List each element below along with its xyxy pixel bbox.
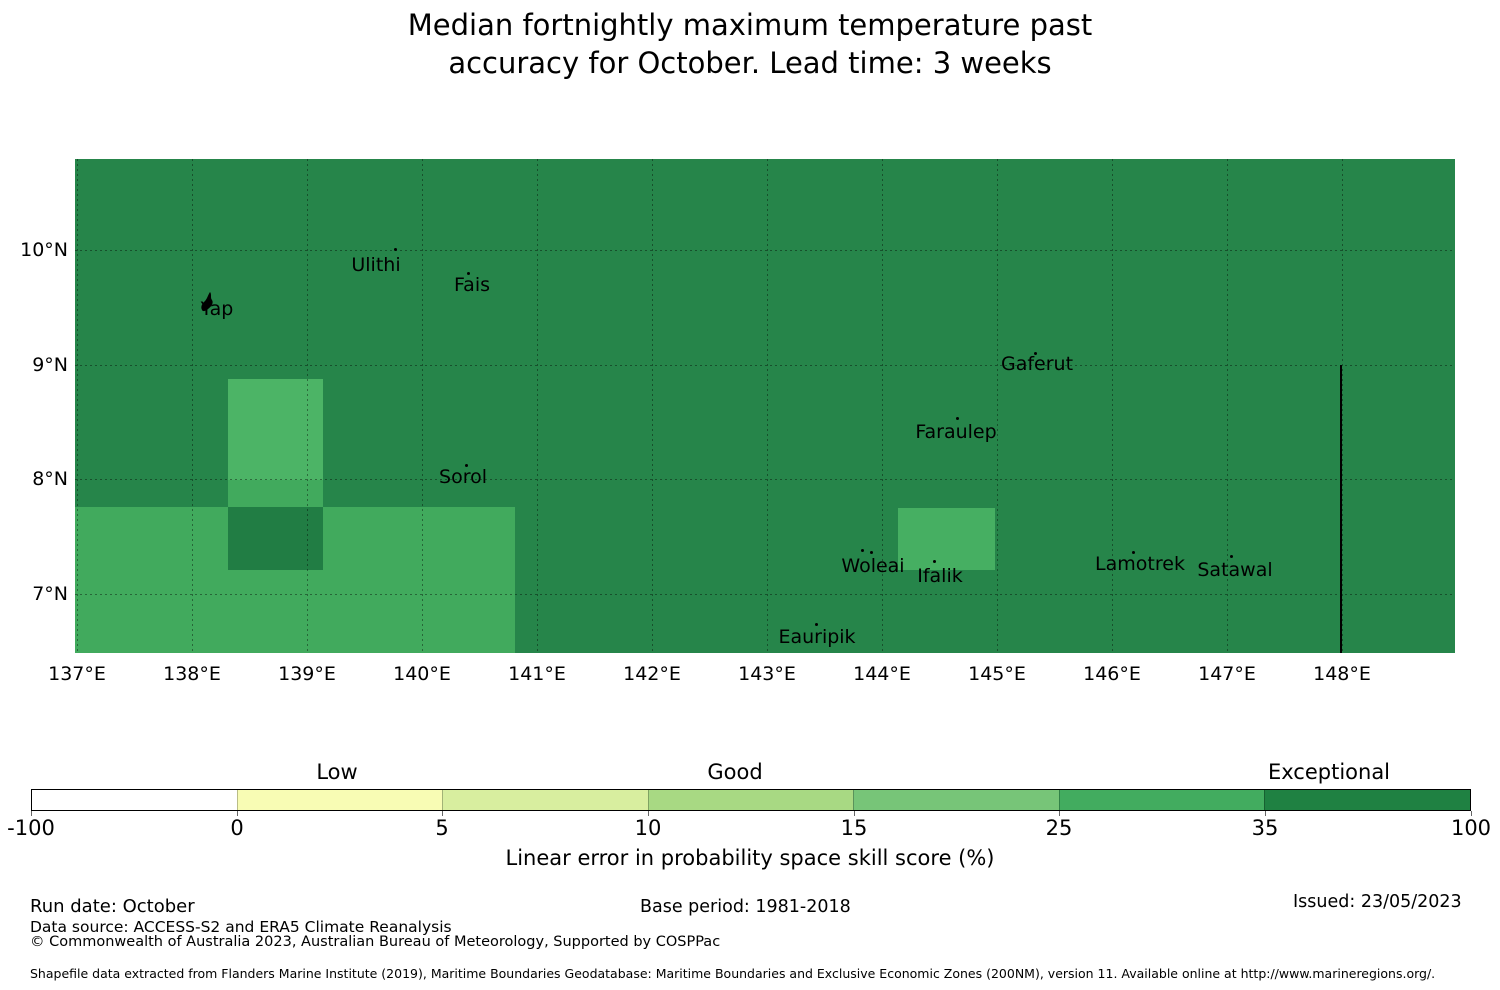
island-marker-dot — [394, 248, 397, 251]
map-cell-yap-column-lower — [228, 480, 323, 507]
colorbar-tick-mark — [1059, 811, 1060, 816]
figure-title-line1: Median fortnightly maximum temperature p… — [407, 8, 1093, 42]
colorbar-tick-label: 0 — [230, 816, 244, 840]
y-tick-label: 8°N — [32, 468, 68, 490]
island-marker-dot — [1034, 352, 1037, 355]
colorbar — [31, 789, 1471, 811]
x-tick-label: 137°E — [48, 663, 106, 685]
colorbar-tick-label: 15 — [840, 816, 868, 840]
colorbar-segment--100-0 — [32, 790, 237, 810]
island-marker-dot — [1230, 555, 1233, 558]
figure-title-line2: accuracy for October. Lead time: 3 weeks — [448, 46, 1052, 80]
colorbar-segment-35-100 — [1264, 790, 1471, 810]
x-tick-label: 140°E — [393, 663, 451, 685]
x-tick-label: 144°E — [853, 663, 911, 685]
x-tick-label: 145°E — [968, 663, 1026, 685]
gridline-vertical — [1227, 159, 1228, 653]
eez-boundary-line — [1340, 365, 1342, 653]
island-marker-dot — [1132, 551, 1135, 554]
x-tick-label: 138°E — [163, 663, 221, 685]
gridline-vertical — [997, 159, 998, 653]
gridline-vertical — [1112, 159, 1113, 653]
map-cell-yap-column-upper — [228, 379, 323, 480]
island-label-satawal: Satawal — [1197, 559, 1273, 581]
colorbar-segment-0-5 — [236, 790, 443, 810]
island-label-ulithi: Ulithi — [351, 254, 401, 276]
x-tick-label: 147°E — [1198, 663, 1256, 685]
colorbar-tick-mark — [237, 811, 238, 816]
footer-run-date: Run date: October — [30, 896, 195, 917]
map-cell-dark-inset — [228, 507, 323, 570]
footer-shapefile-note: Shapefile data extracted from Flanders M… — [30, 966, 1436, 981]
island-label-ifalik: Ifalik — [917, 565, 963, 587]
island-marker-dot — [870, 551, 873, 554]
x-tick-label: 146°E — [1083, 663, 1141, 685]
island-label-woleai: Woleai — [841, 555, 905, 577]
gridline-vertical — [537, 159, 538, 653]
gridline-vertical — [422, 159, 423, 653]
colorbar-tick-label: 5 — [435, 816, 449, 840]
x-tick-label: 142°E — [623, 663, 681, 685]
colorbar-tick-mark — [854, 811, 855, 816]
gridline-horizontal — [75, 365, 1455, 366]
island-marker-dot — [467, 272, 470, 275]
colorbar-caption: Linear error in probability space skill … — [505, 846, 995, 870]
map-plot-area: Yap Ulithi Fais Sorol Gaferut Faraulep Woleai I… — [75, 159, 1455, 653]
colorbar-tick-mark — [1265, 811, 1266, 816]
x-tick-label: 148°E — [1313, 663, 1371, 685]
colorbar-tick-label: 35 — [1251, 816, 1279, 840]
gridline-vertical — [882, 159, 883, 653]
footer-copyright: © Commonwealth of Australia 2023, Austra… — [30, 934, 721, 950]
colorbar-category-exceptional: Exceptional — [1267, 760, 1391, 784]
island-shape-yap — [199, 291, 219, 313]
footer-base-period: Base period: 1981-2018 — [640, 897, 851, 917]
footer-issued-date: Issued: 23/05/2023 — [1293, 892, 1462, 912]
colorbar-segment-15-25 — [853, 790, 1059, 810]
y-tick-label: 9°N — [32, 354, 68, 376]
island-marker-dot — [933, 560, 936, 563]
x-tick-label: 141°E — [508, 663, 566, 685]
island-label-gaferut: Gaferut — [1000, 353, 1074, 375]
footer-data-source: Data source: ACCESS-S2 and ERA5 Climate … — [30, 918, 452, 936]
island-marker-dot — [861, 549, 864, 552]
y-tick-label: 10°N — [20, 239, 68, 261]
colorbar-tick-mark — [648, 811, 649, 816]
colorbar-tick-mark — [31, 811, 32, 816]
gridline-vertical — [1342, 159, 1343, 653]
x-tick-label: 139°E — [278, 663, 336, 685]
colorbar-segment-10-15 — [647, 790, 854, 810]
colorbar-tick-mark — [442, 811, 443, 816]
colorbar-tick-label: -100 — [7, 816, 55, 840]
colorbar-category-low: Low — [316, 760, 358, 784]
gridline-vertical — [77, 159, 78, 653]
gridline-vertical — [767, 159, 768, 653]
island-marker-dot — [465, 464, 468, 467]
y-tick-label: 7°N — [32, 583, 68, 605]
island-label-sorol: Sorol — [439, 466, 487, 488]
colorbar-tick-label: 10 — [634, 816, 662, 840]
x-tick-label: 143°E — [738, 663, 796, 685]
map-cell-ifalik — [898, 508, 995, 570]
colorbar-tick-label: 100 — [1450, 816, 1492, 840]
island-label-lamotrek: Lamotrek — [1095, 553, 1185, 575]
island-marker-dot — [815, 623, 818, 626]
colorbar-tick-mark — [1471, 811, 1472, 816]
gridline-vertical — [307, 159, 308, 653]
colorbar-category-good: Good — [707, 760, 763, 784]
gridline-horizontal — [75, 594, 1455, 595]
island-marker-dot — [956, 417, 959, 420]
gridline-vertical — [652, 159, 653, 653]
colorbar-tick-label: 25 — [1045, 816, 1073, 840]
colorbar-segment-25-35 — [1058, 790, 1265, 810]
colorbar-segment-5-10 — [442, 790, 648, 810]
gridline-vertical — [192, 159, 193, 653]
island-label-faraulep: Faraulep — [915, 421, 997, 443]
island-label-eauripik: Eauripik — [778, 626, 856, 648]
gridline-horizontal — [75, 250, 1455, 251]
gridline-horizontal — [75, 479, 1455, 480]
island-label-fais: Fais — [453, 274, 491, 296]
figure-title: Median fortnightly maximum temperature p… — [0, 6, 1500, 82]
